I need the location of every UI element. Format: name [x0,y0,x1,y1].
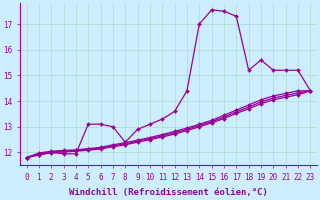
X-axis label: Windchill (Refroidissement éolien,°C): Windchill (Refroidissement éolien,°C) [69,188,268,197]
